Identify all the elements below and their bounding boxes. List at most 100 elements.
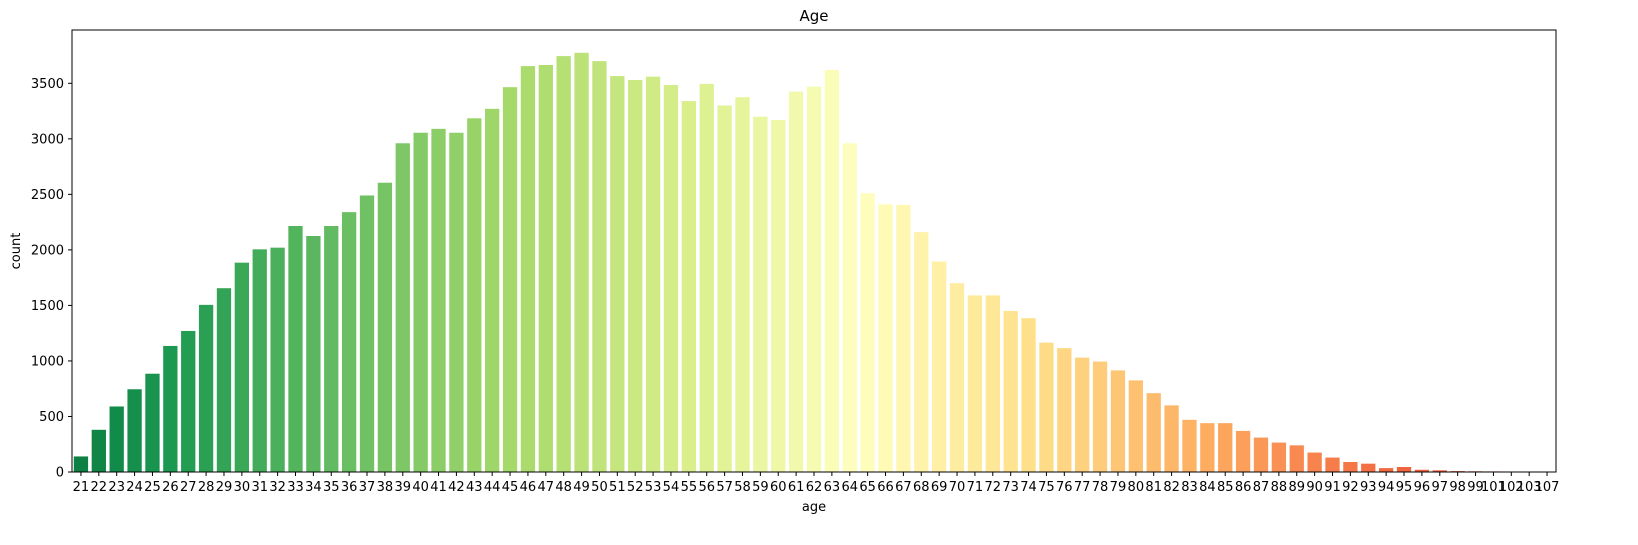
bar-age-24 [127,389,142,472]
bar-age-44 [485,108,500,472]
plot-frame [71,29,1557,473]
bar-age-55 [681,101,696,472]
y-tick-label: 500 [39,410,64,425]
bar-age-82 [1164,405,1179,472]
x-tick-label: 58 [734,480,751,495]
bar-age-75 [1039,342,1054,472]
x-tick-label: 67 [895,480,912,495]
y-tick-label: 1000 [31,354,64,369]
x-tick-label: 61 [788,480,805,495]
x-tick-label: 35 [323,480,340,495]
x-tick-label: 33 [287,480,304,495]
x-tick-label: 56 [698,480,715,495]
y-tick-label: 3000 [31,132,64,147]
bar-age-95 [1396,467,1412,472]
x-tick-label: 44 [484,480,501,495]
bar-age-97 [1432,470,1447,472]
y-axis-title: count [9,233,24,270]
x-tick-label: 28 [198,480,215,495]
x-tick-label: 60 [770,480,787,495]
bar-age-51 [610,76,625,472]
x-tick-label: 90 [1306,480,1323,495]
x-tick-label: 30 [234,480,251,495]
bar-age-57 [717,105,732,473]
x-tick-label: 93 [1360,480,1377,495]
bar-age-23 [109,406,124,472]
bar-age-81 [1146,393,1161,472]
bar-age-30 [234,262,249,472]
x-tick-label: 96 [1414,480,1431,495]
bar-age-91 [1325,457,1340,472]
x-tick-label: 79 [1110,480,1127,495]
bar-age-63 [824,69,840,472]
bar-age-80 [1128,380,1143,472]
bar-age-28 [198,304,214,472]
bar-age-74 [1021,318,1036,472]
x-tick-label: 72 [985,480,1002,495]
x-tick-label: 77 [1074,480,1091,495]
x-tick-label: 52 [627,480,644,495]
x-tick-label: 64 [841,480,858,495]
x-tick-label: 31 [251,480,268,495]
x-tick-label: 27 [180,480,197,495]
x-tick-label: 97 [1432,480,1449,495]
y-tick-label: 2000 [31,243,64,258]
x-tick-label: 37 [359,480,376,495]
bar-age-68 [914,232,929,472]
x-tick-label: 59 [752,480,769,495]
bar-age-58 [735,97,750,472]
bar-age-33 [288,226,303,472]
x-tick-label: 34 [305,480,322,495]
x-tick-label: 85 [1217,480,1234,495]
bar-age-39 [395,143,410,472]
bar-age-40 [413,132,428,473]
bar-age-92 [1343,462,1358,472]
x-tick-label: 68 [913,480,930,495]
x-tick-label: 103 [1517,480,1542,495]
x-tick-label: 45 [502,480,519,495]
bar-age-41 [431,128,446,472]
x-tick-label: 25 [144,480,161,495]
x-tick-label: 24 [126,480,143,495]
x-tick-label: 75 [1038,480,1055,495]
y-tick-label: 0 [56,466,64,481]
x-axis-title: age [802,500,826,515]
x-tick-label: 22 [91,480,108,495]
x-tick-label: 95 [1396,480,1413,495]
x-tick-label: 99 [1467,480,1484,495]
x-tick-label: 29 [216,480,233,495]
bar-age-38 [377,182,393,472]
bar-age-65 [860,193,875,472]
x-tick-label: 40 [412,480,429,495]
bar-age-67 [896,204,911,472]
x-tick-label: 82 [1163,480,1180,495]
bar-age-29 [216,288,232,472]
x-tick-label: 83 [1181,480,1198,495]
bar-age-49 [574,52,589,473]
x-tick-label: 21 [73,480,90,495]
bar-age-79 [1110,370,1126,472]
x-tick-label: 49 [573,480,590,495]
bar-age-84 [1200,423,1215,472]
y-tick-label: 2500 [31,188,64,203]
bar-age-37 [359,195,375,472]
bar-age-42 [449,132,464,473]
bar-age-59 [753,116,768,473]
x-tick-label: 54 [663,480,680,495]
bar-age-90 [1307,452,1322,472]
bar-age-72 [985,295,1000,472]
bar-age-61 [788,91,804,472]
bar-age-69 [932,261,947,472]
bar-age-66 [878,204,893,473]
x-tick-label: 84 [1199,480,1216,495]
bar-age-56 [699,83,714,473]
bar-age-64 [842,143,857,472]
bar-age-34 [306,236,321,472]
x-tick-label: 62 [806,480,823,495]
x-tick-label: 32 [269,480,286,495]
x-tick-label: 81 [1145,480,1162,495]
x-tick-label: 89 [1288,480,1305,495]
x-tick-label: 46 [520,480,537,495]
x-tick-label: 74 [1020,480,1037,495]
bar-age-78 [1092,361,1108,472]
